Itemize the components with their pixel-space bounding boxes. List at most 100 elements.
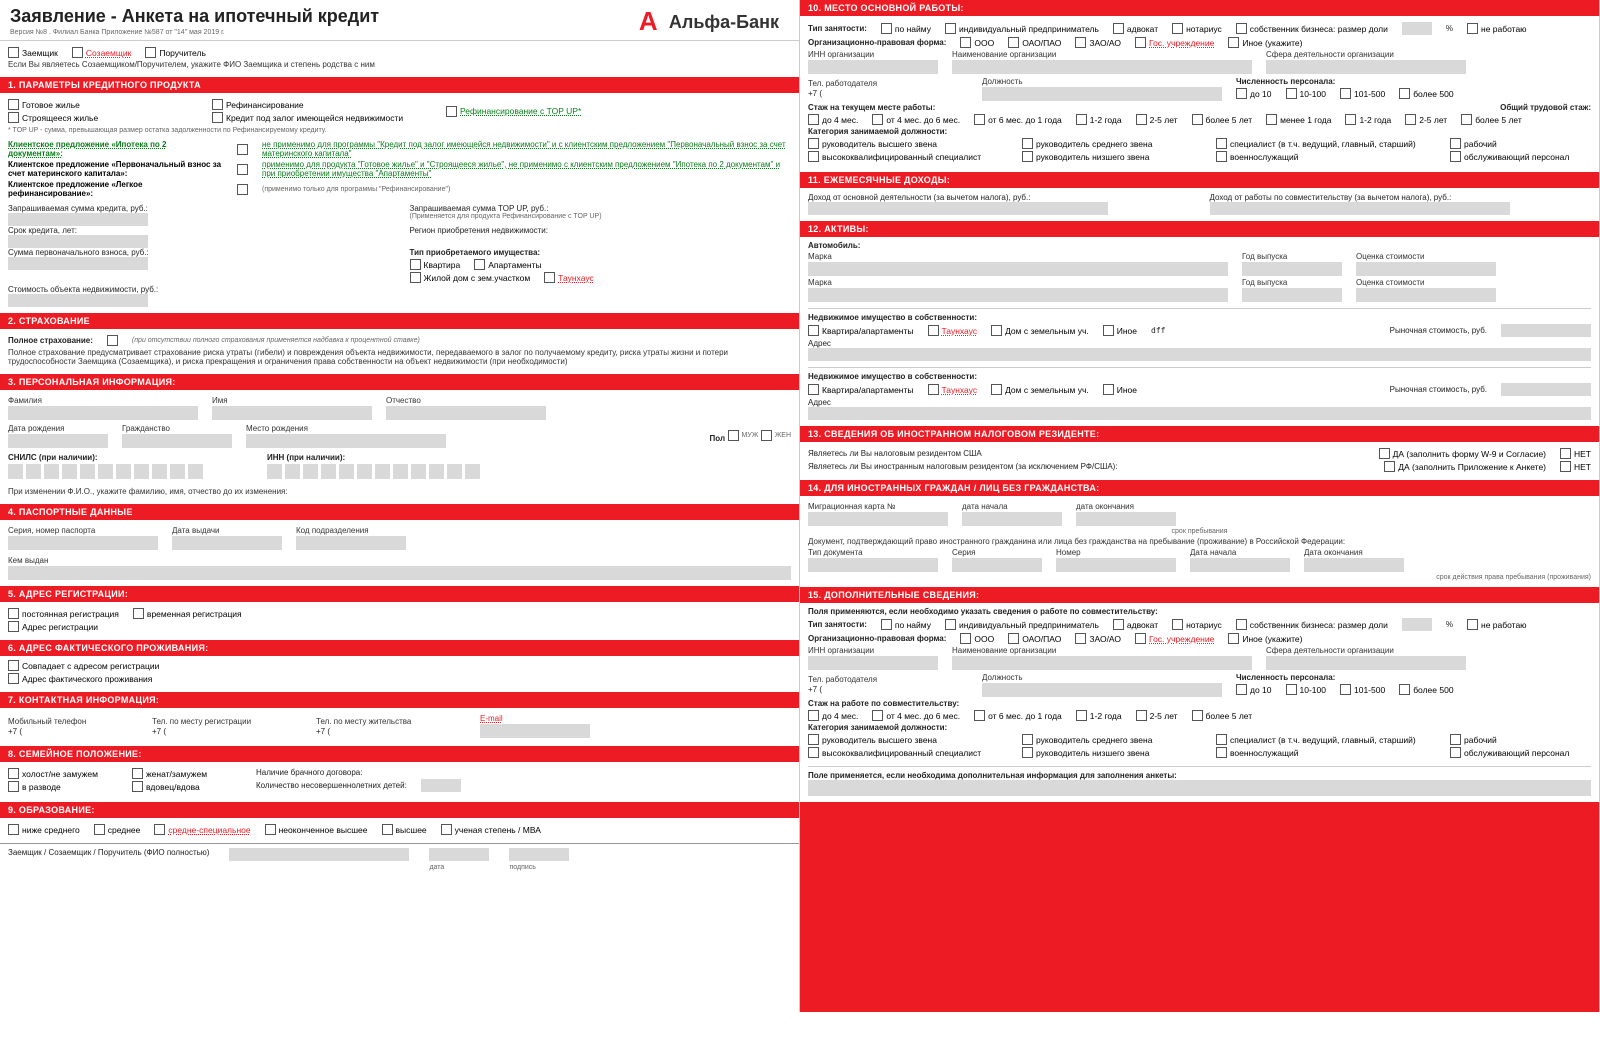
s15-exp-6m[interactable]: от 4 мес. до 6 мес. (872, 710, 960, 721)
form-ooo[interactable]: ООО (960, 37, 994, 48)
s15-cat-top[interactable]: руководитель высшего звена (808, 734, 937, 745)
auto1-cost-input[interactable] (1356, 262, 1496, 276)
marital-widow[interactable]: вдовец/вдова (132, 781, 200, 792)
org-name-input[interactable] (952, 60, 1252, 74)
s15-share-input[interactable] (1402, 618, 1432, 631)
sign-name-input[interactable] (229, 848, 409, 861)
amount-input[interactable] (8, 213, 148, 226)
exp1-4m[interactable]: до 4 мес. (808, 114, 858, 125)
fdoc-end-input[interactable] (1304, 558, 1404, 572)
staff-100[interactable]: 10-100 (1286, 88, 1326, 99)
reg-temporary[interactable]: временная регистрация (133, 608, 242, 619)
exp2-1y[interactable]: менее 1 года (1266, 114, 1331, 125)
s15-staff-100[interactable]: 10-100 (1286, 684, 1326, 695)
fdoc-no-input[interactable] (1056, 558, 1176, 572)
gender-male[interactable]: МУЖ (728, 430, 759, 441)
kp3-checkbox[interactable] (237, 184, 248, 195)
s15-exp-5y[interactable]: 2-5 лет (1136, 710, 1178, 721)
s15-form-ooo[interactable]: ООО (960, 633, 994, 644)
s15-cat-highspec[interactable]: высококвалифицированный специалист (808, 747, 981, 758)
edu-incomplete[interactable]: неоконченное высшее (265, 824, 368, 835)
fdoc-start-input[interactable] (1190, 558, 1290, 572)
sign-date-input[interactable] (429, 848, 489, 861)
children-input[interactable] (421, 779, 461, 792)
s15-org-name-input[interactable] (952, 656, 1252, 670)
cat-highspec[interactable]: высококвалифицированный специалист (808, 151, 981, 162)
re1-house[interactable]: Дом с земельным уч. (991, 325, 1089, 336)
s15-emp-owner[interactable]: собственник бизнеса: размер доли (1236, 619, 1388, 630)
cat-military[interactable]: военнослужащий (1216, 151, 1298, 162)
emp-hired[interactable]: по найму (881, 23, 931, 34)
emp-lawyer[interactable]: адвокат (1113, 23, 1158, 34)
re2-flat[interactable]: Квартира/апартаменты (808, 384, 914, 395)
side-income-input[interactable] (1210, 202, 1510, 215)
s15-cat-worker[interactable]: рабочий (1450, 734, 1497, 745)
dob-input[interactable] (8, 434, 108, 448)
edu-below[interactable]: ниже среднего (8, 824, 80, 835)
fdoc-series-input[interactable] (952, 558, 1042, 572)
re1-cost-input[interactable] (1501, 324, 1591, 337)
exp1-2y[interactable]: 1-2 года (1076, 114, 1122, 125)
migcard-no-input[interactable] (808, 512, 948, 526)
property-cost-input[interactable] (8, 294, 148, 307)
org-inn-input[interactable] (808, 60, 938, 74)
product-building[interactable]: Строящееся жилье (8, 112, 98, 123)
surname-input[interactable] (8, 406, 198, 420)
migcard-end-input[interactable] (1076, 512, 1176, 526)
tax-us-no[interactable]: НЕТ (1560, 448, 1591, 459)
snils-cells[interactable] (8, 464, 203, 479)
kp1-checkbox[interactable] (237, 144, 248, 155)
edu-degree[interactable]: ученая степень / МВА (441, 824, 541, 835)
downpay-input[interactable] (8, 257, 148, 270)
product-topup[interactable]: Рефинансирование с TOP UP* (446, 106, 581, 117)
cat-top[interactable]: руководитель высшего звена (808, 138, 937, 149)
patronymic-input[interactable] (386, 406, 546, 420)
applicant-coborrower[interactable]: Созаемщик (72, 47, 131, 58)
auto2-cost-input[interactable] (1356, 288, 1496, 302)
s15-cat-mid[interactable]: руководитель среднего звена (1022, 734, 1152, 745)
edu-special[interactable]: средне-специальное (154, 824, 250, 835)
staff-10[interactable]: до 10 (1236, 88, 1272, 99)
product-pledge[interactable]: Кредит под залог имеющейся недвижимости (212, 112, 403, 123)
staff-more[interactable]: более 500 (1399, 88, 1453, 99)
s15-form-gos[interactable]: Гос. учреждение (1135, 633, 1214, 644)
s15-staff-10[interactable]: до 10 (1236, 684, 1272, 695)
fact-same[interactable]: Совпадает с адресом регистрации (8, 660, 159, 671)
s15-extra-input[interactable] (808, 780, 1591, 796)
auto1-year-input[interactable] (1242, 262, 1342, 276)
emp-notary[interactable]: нотариус (1172, 23, 1222, 34)
passport-date-input[interactable] (172, 536, 282, 550)
email-input[interactable] (480, 724, 590, 738)
cat-spec[interactable]: специалист (в т.ч. ведущий, главный, ста… (1216, 138, 1416, 149)
sign-sig-input[interactable] (509, 848, 569, 861)
s15-cat-service[interactable]: обслуживающий персонал (1450, 747, 1569, 758)
exp2-more[interactable]: более 5 лет (1461, 114, 1522, 125)
product-ready[interactable]: Готовое жилье (8, 99, 80, 110)
citizenship-input[interactable] (122, 434, 232, 448)
re2-other[interactable]: Иное (1103, 384, 1137, 395)
passport-no-input[interactable] (8, 536, 158, 550)
s15-staff-500[interactable]: 101-500 (1340, 684, 1385, 695)
form-other[interactable]: Иное (укажите) (1228, 37, 1302, 48)
kp2-checkbox[interactable] (237, 164, 248, 175)
reg-permanent[interactable]: постоянная регистрация (8, 608, 119, 619)
s15-exp-more[interactable]: более 5 лет (1192, 710, 1253, 721)
s15-form-oao[interactable]: ОАО/ПАО (1008, 633, 1061, 644)
s15-staff-more[interactable]: более 500 (1399, 684, 1453, 695)
re1-addr-input[interactable] (808, 348, 1591, 361)
exp2-5y[interactable]: 2-5 лет (1405, 114, 1447, 125)
passport-code-input[interactable] (296, 536, 406, 550)
auto2-make-input[interactable] (808, 288, 1228, 302)
emp-ip[interactable]: индивидуальный предприниматель (945, 23, 1099, 34)
proptype-flat[interactable]: Квартира (410, 259, 461, 270)
s15-org-sphere-input[interactable] (1266, 656, 1466, 670)
exp1-1y[interactable]: от 6 мес. до 1 года (974, 114, 1062, 125)
emp-none[interactable]: не работаю (1467, 23, 1527, 34)
position-input[interactable] (982, 87, 1222, 101)
staff-500[interactable]: 101-500 (1340, 88, 1385, 99)
edu-secondary[interactable]: среднее (94, 824, 141, 835)
marital-divorced[interactable]: в разводе (8, 781, 61, 792)
s15-exp-4m[interactable]: до 4 мес. (808, 710, 858, 721)
reg-address[interactable]: Адрес регистрации (8, 621, 98, 632)
fact-address[interactable]: Адрес фактического проживания (8, 673, 152, 684)
